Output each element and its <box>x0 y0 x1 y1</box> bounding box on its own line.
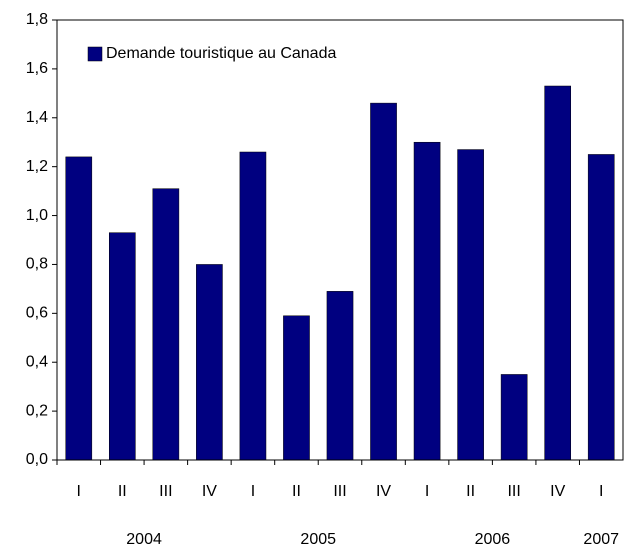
y-tick-label: 1,0 <box>26 207 48 224</box>
bar <box>152 188 180 461</box>
x-tick-label: II <box>292 483 301 500</box>
bar <box>370 102 397 461</box>
year-label: 2005 <box>300 531 336 545</box>
y-tick-label: 0,8 <box>26 256 48 273</box>
bar <box>500 374 528 461</box>
bar <box>196 264 223 461</box>
y-tick-label: 1,4 <box>26 109 48 126</box>
x-tick-label: I <box>425 483 429 500</box>
x-tick-label: III <box>507 483 520 500</box>
x-tick-label: IV <box>550 483 565 500</box>
y-tick-label: 1,2 <box>26 158 48 175</box>
x-tick-label: IV <box>202 483 217 500</box>
y-tick-label: 1,8 <box>26 11 48 28</box>
x-tick-label: II <box>466 483 475 500</box>
bar <box>65 156 93 461</box>
x-tick-label: IV <box>376 483 391 500</box>
x-tick-label: I <box>77 483 81 500</box>
y-tick-label: 0,4 <box>26 353 48 370</box>
bar <box>587 154 615 461</box>
bar <box>413 141 441 461</box>
bar <box>239 151 267 461</box>
bar <box>283 315 310 461</box>
y-tick-label: 0,0 <box>26 451 48 468</box>
y-tick-label: 1,6 <box>26 60 48 77</box>
legend-swatch <box>87 46 103 62</box>
y-tick-label: 0,6 <box>26 305 48 322</box>
x-tick-label: I <box>599 483 603 500</box>
x-tick-label: II <box>118 483 127 500</box>
x-tick-label: III <box>333 483 346 500</box>
legend-label: Demande touristique au Canada <box>106 45 336 62</box>
bar <box>457 149 484 461</box>
plot-frame <box>56 19 624 461</box>
year-label: 2006 <box>475 531 511 545</box>
year-label: 2007 <box>583 531 619 545</box>
y-tick-label: 0,2 <box>26 402 48 419</box>
bar <box>544 85 572 461</box>
x-tick-label: III <box>159 483 172 500</box>
year-label: 2004 <box>126 531 162 545</box>
bar <box>326 291 354 461</box>
x-tick-label: I <box>251 483 255 500</box>
bar <box>108 232 136 461</box>
